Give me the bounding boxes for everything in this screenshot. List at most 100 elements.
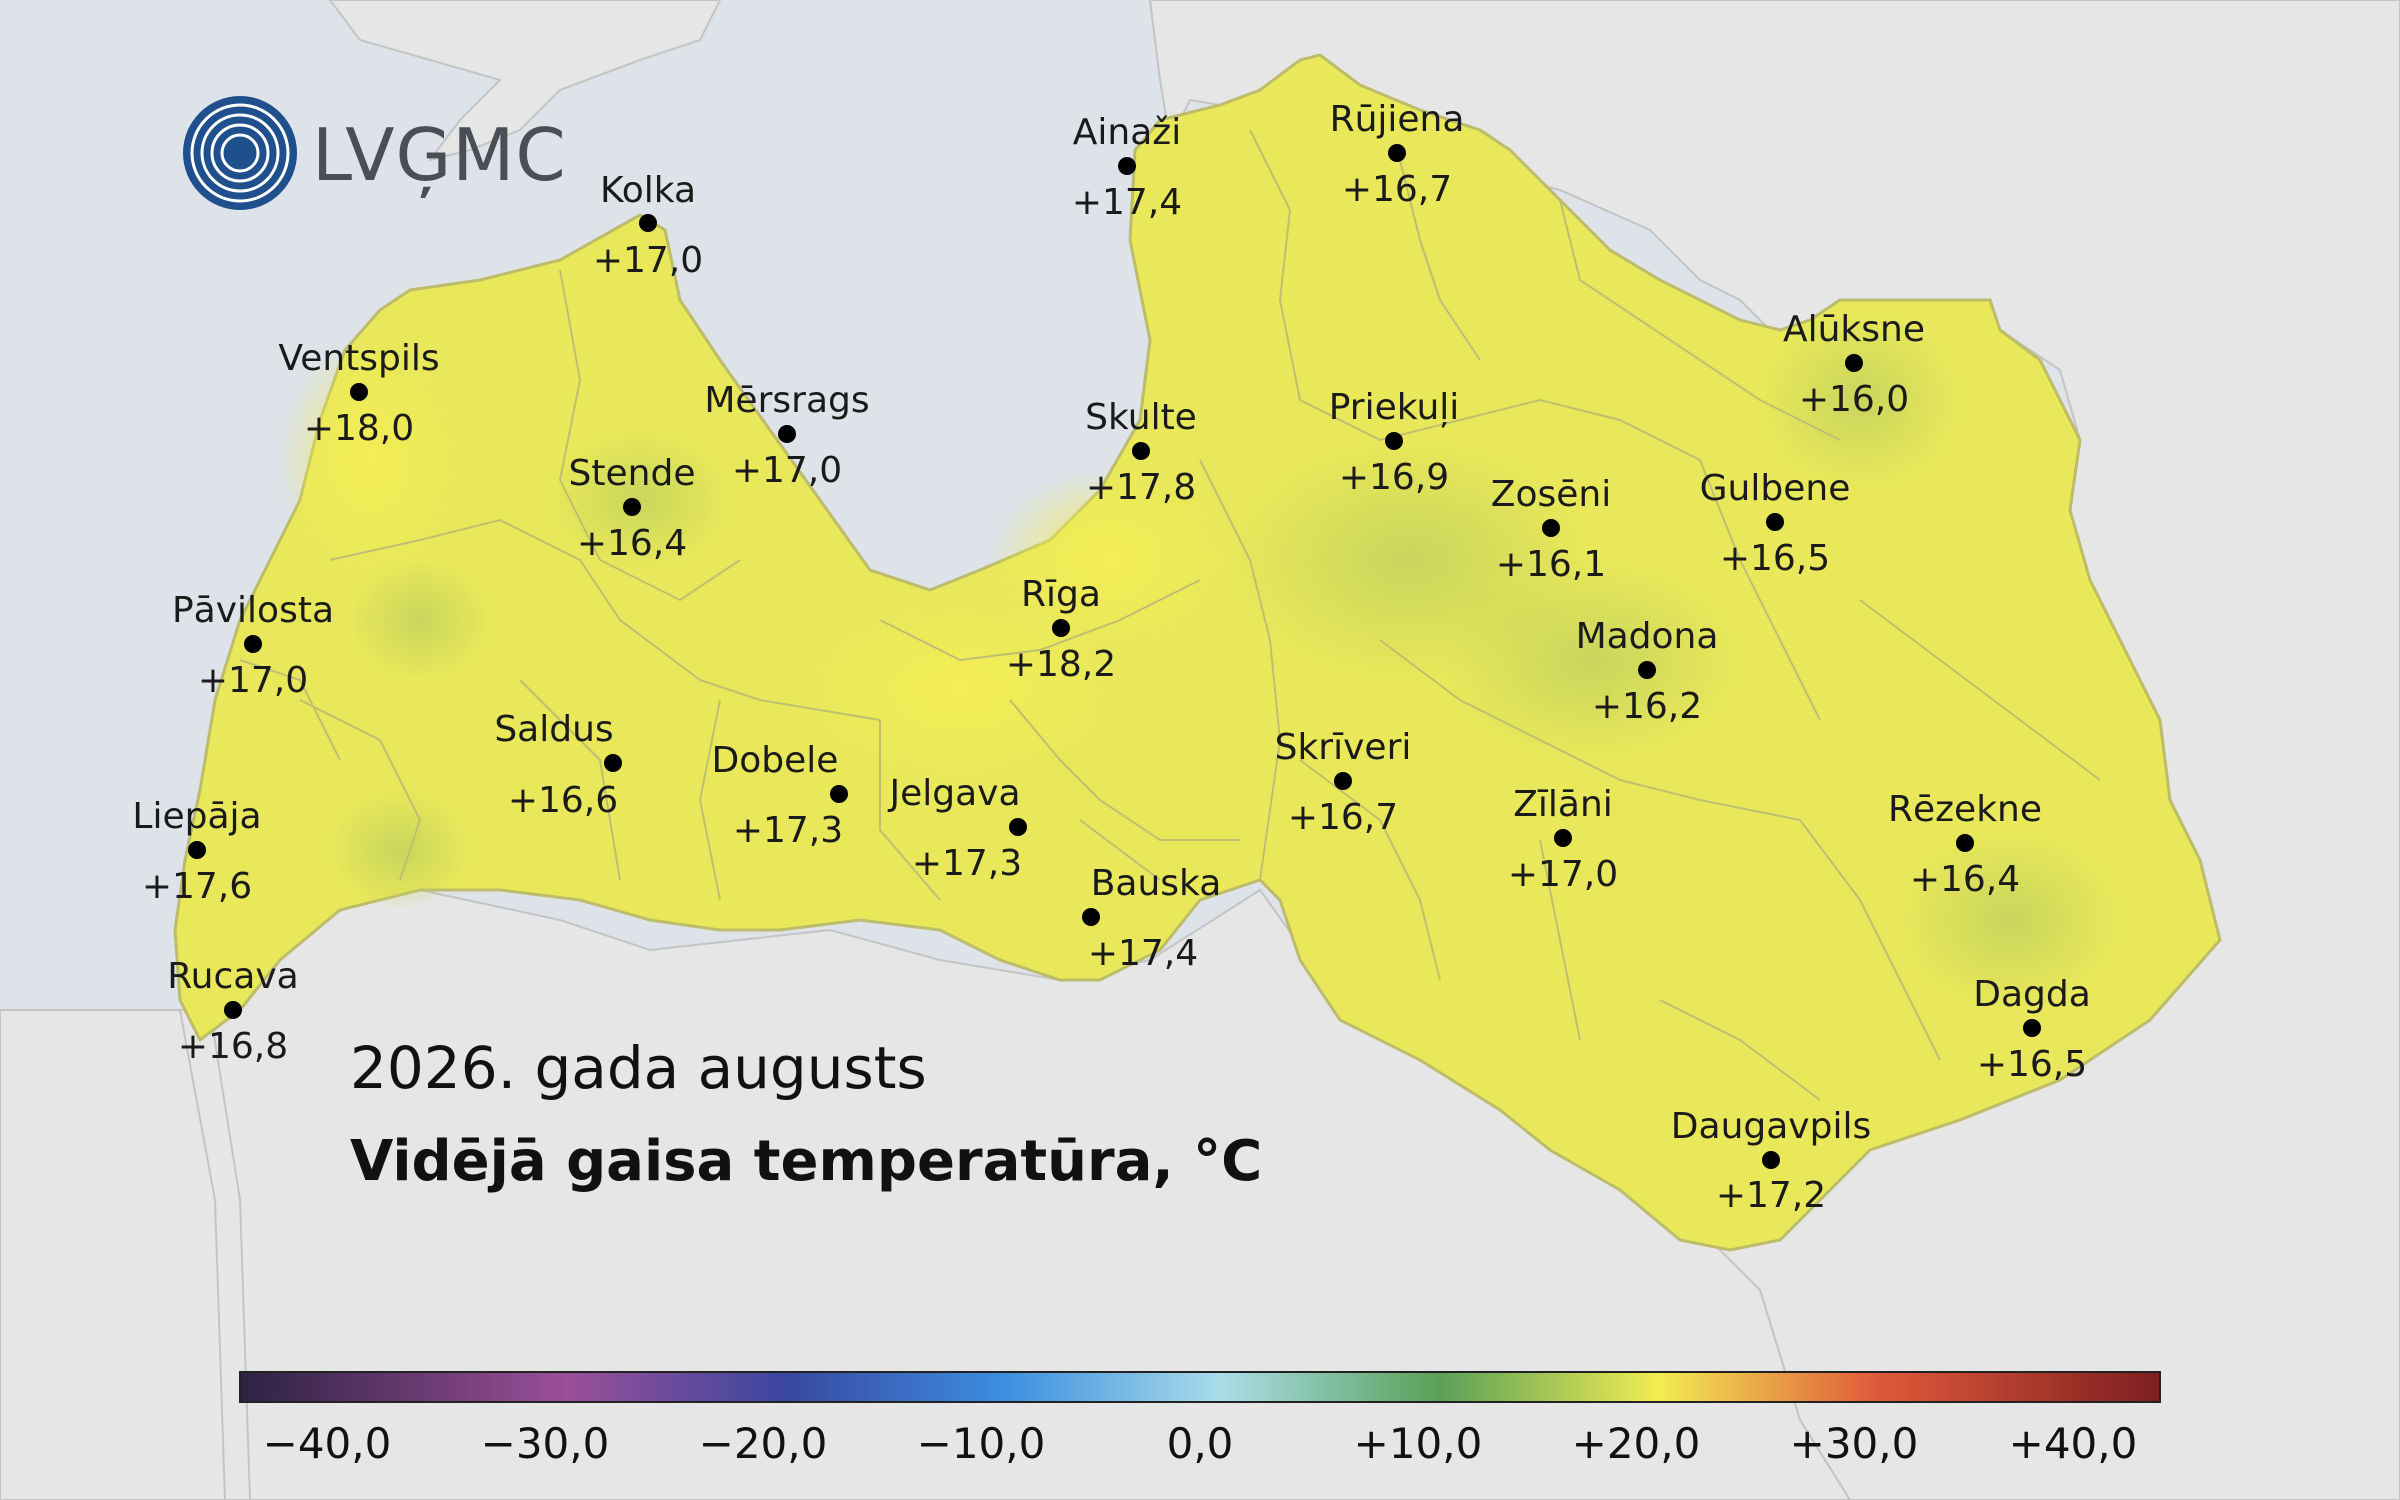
legend-tick-label: +40,0 bbox=[2009, 1419, 2138, 1468]
station-ainazi: Ainaži +17,4 bbox=[1072, 112, 1182, 223]
station-dot bbox=[1542, 519, 1560, 537]
station-gulbene: Gulbene +16,5 bbox=[1700, 468, 1851, 579]
station-madona: Madona +16,2 bbox=[1576, 616, 1719, 727]
station-pavilosta: Pāvilosta +17,0 bbox=[172, 590, 334, 701]
lvgmc-logo: LVĢMC bbox=[183, 96, 566, 210]
station-dot bbox=[2023, 1019, 2041, 1037]
legend-tick-label: −30,0 bbox=[481, 1419, 610, 1468]
station-dot bbox=[1638, 661, 1656, 679]
station-name: Gulbene bbox=[1700, 468, 1851, 509]
station-dagda: Dagda +16,5 bbox=[1973, 974, 2091, 1085]
station-ventspils: Ventspils +18,0 bbox=[278, 338, 439, 449]
station-skriveri: Skrīveri +16,7 bbox=[1275, 727, 1412, 838]
station-value: +17,3 bbox=[733, 810, 843, 851]
station-value: +16,7 bbox=[1288, 797, 1398, 838]
cool-patch bbox=[1900, 830, 2120, 1010]
cool-patch bbox=[550, 430, 730, 570]
station-bauska: Bauska +17,4 bbox=[1082, 863, 1221, 974]
station-name: Daugavpils bbox=[1671, 1106, 1871, 1147]
station-dot bbox=[1082, 908, 1100, 926]
station-value: +18,0 bbox=[304, 408, 414, 449]
cool-patch bbox=[350, 560, 490, 680]
station-name: Madona bbox=[1576, 616, 1719, 657]
station-dot bbox=[1334, 772, 1352, 790]
station-dot bbox=[244, 635, 262, 653]
legend-tick-label: +10,0 bbox=[1354, 1419, 1483, 1468]
station-value: +16,0 bbox=[1799, 379, 1909, 420]
station-value: +17,0 bbox=[732, 450, 842, 491]
station-name: Zosēni bbox=[1491, 474, 1611, 515]
station-dot bbox=[1009, 818, 1027, 836]
station-name: Saldus bbox=[494, 709, 613, 750]
neighbour-island bbox=[328, 0, 722, 162]
station-dot bbox=[224, 1001, 242, 1019]
station-dot bbox=[1762, 1151, 1780, 1169]
station-rucava: Rucava +16,8 bbox=[167, 956, 298, 1067]
station-name: Mērsrags bbox=[704, 380, 869, 421]
station-value: +16,9 bbox=[1339, 457, 1449, 498]
station-name: Ainaži bbox=[1073, 112, 1181, 153]
station-mersrags: Mērsrags +17,0 bbox=[704, 380, 869, 491]
latvia-territory bbox=[173, 53, 2222, 1252]
station-name: Bauska bbox=[1091, 863, 1222, 904]
caption-period: 2026. gada augusts bbox=[350, 1034, 927, 1102]
station-zilani: Zīlāni +17,0 bbox=[1508, 784, 1618, 895]
station-dot bbox=[604, 754, 622, 772]
municipal-boundaries bbox=[239, 129, 2101, 1101]
station-dot bbox=[350, 383, 368, 401]
station-name: Pāvilosta bbox=[172, 590, 334, 631]
station-joseni: Zosēni +16,1 bbox=[1491, 474, 1611, 585]
station-value: +16,2 bbox=[1592, 686, 1702, 727]
station-name: Ventspils bbox=[278, 338, 439, 379]
station-value: +17,3 bbox=[912, 843, 1022, 884]
station-value: +17,0 bbox=[198, 660, 308, 701]
station-name: Kolka bbox=[600, 170, 696, 211]
station-liepaja: Liepāja +17,6 bbox=[132, 796, 261, 907]
station-value: +17,2 bbox=[1716, 1175, 1826, 1216]
station-value: +16,4 bbox=[1910, 859, 2020, 900]
station-value: +17,6 bbox=[142, 866, 252, 907]
station-rujiena: Rūjiena +16,7 bbox=[1330, 99, 1465, 210]
legend-tick-label: +20,0 bbox=[1572, 1419, 1701, 1468]
station-name: Dobele bbox=[712, 740, 839, 781]
cool-patch bbox=[330, 790, 470, 910]
station-dot bbox=[1845, 354, 1863, 372]
station-dot bbox=[623, 498, 641, 516]
station-dot bbox=[1132, 442, 1150, 460]
station-name: Skulte bbox=[1085, 397, 1197, 438]
temperature-legend: −40,0 −30,0 −20,0 −10,0 0,0 +10,0 +20,0 … bbox=[239, 1371, 2161, 1468]
station-value: +16,6 bbox=[508, 780, 618, 821]
station-name: Rucava bbox=[167, 956, 298, 997]
station-value: +18,2 bbox=[1006, 644, 1116, 685]
legend-ticks: −40,0 −30,0 −20,0 −10,0 0,0 +10,0 +20,0 … bbox=[263, 1419, 2138, 1468]
cool-patch bbox=[1440, 560, 1740, 760]
station-daugavpils: Daugavpils +17,2 bbox=[1671, 1106, 1871, 1216]
station-dot bbox=[1385, 432, 1403, 450]
legend-tick-label: +30,0 bbox=[1790, 1419, 1919, 1468]
station-name: Rīga bbox=[1021, 574, 1101, 615]
legend-tick-label: −40,0 bbox=[263, 1419, 392, 1468]
station-layer: Kolka +17,0 Ventspils +18,0 Mērsrags +17… bbox=[132, 99, 2090, 1216]
station-value: +16,1 bbox=[1496, 544, 1606, 585]
lvgmc-wave-logo-icon bbox=[183, 96, 297, 210]
station-rezekne: Rēzekne +16,4 bbox=[1888, 789, 2042, 900]
station-name: Priekuļi bbox=[1329, 387, 1460, 428]
station-dot bbox=[1388, 144, 1406, 162]
station-name: Rūjiena bbox=[1330, 99, 1465, 140]
warm-patch bbox=[800, 600, 1120, 780]
station-value: +16,4 bbox=[577, 523, 687, 564]
cool-patch bbox=[1760, 310, 1960, 490]
station-value: +17,0 bbox=[1508, 854, 1618, 895]
station-aluksne: Alūksne +16,0 bbox=[1783, 309, 1925, 420]
warm-patch bbox=[990, 470, 1230, 650]
station-dot bbox=[1956, 834, 1974, 852]
station-name: Liepāja bbox=[132, 796, 261, 837]
station-priekuli: Priekuļi +16,9 bbox=[1329, 387, 1460, 498]
station-name: Skrīveri bbox=[1275, 727, 1412, 768]
station-value: +17,4 bbox=[1072, 182, 1182, 223]
station-skulte: Skulte +17,8 bbox=[1085, 397, 1197, 508]
station-value: +16,7 bbox=[1342, 169, 1452, 210]
station-name: Zīlāni bbox=[1513, 784, 1613, 825]
legend-tick-label: −10,0 bbox=[917, 1419, 1046, 1468]
